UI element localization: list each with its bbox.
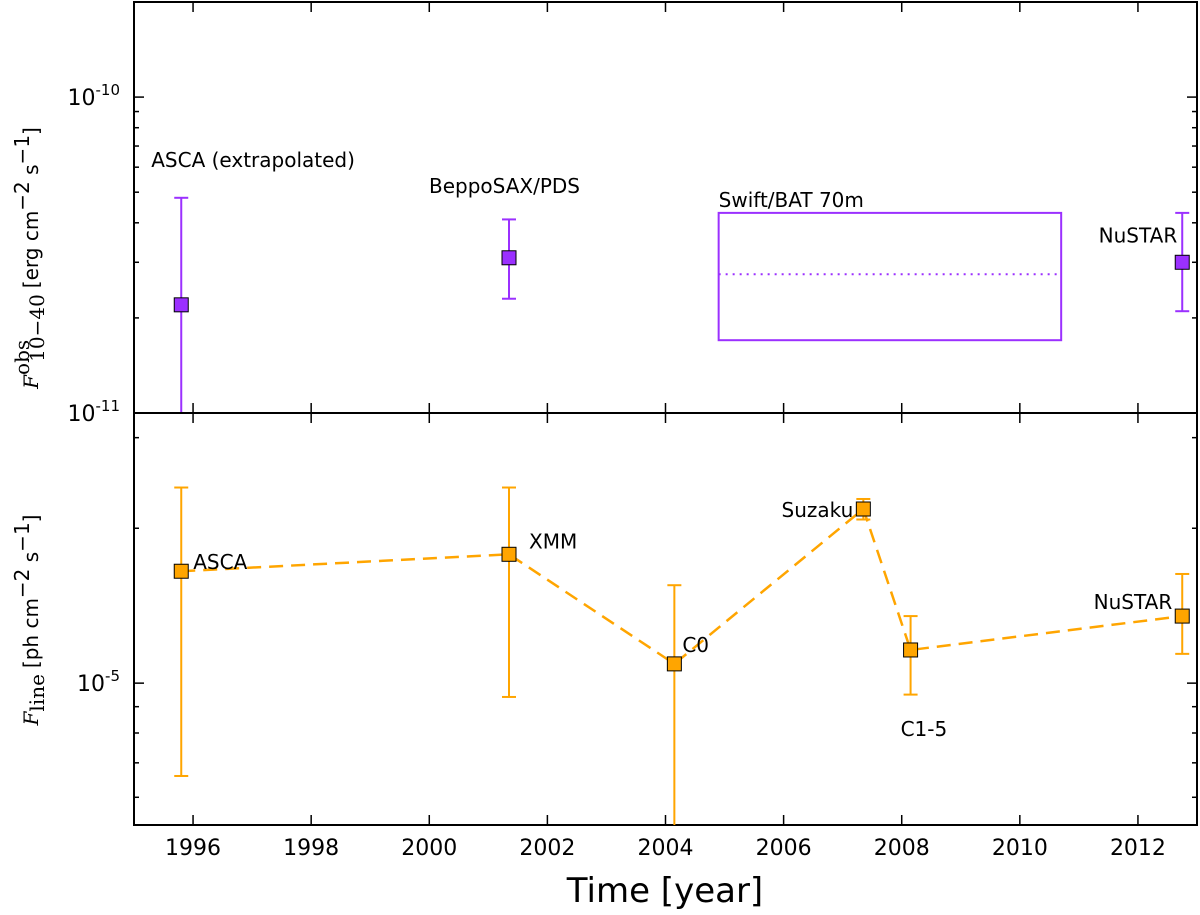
y-unit-bottom: [ph cm (19, 598, 43, 668)
y-sub-top: 10−40 (25, 294, 49, 362)
x-tick-label: 2000 (401, 836, 457, 861)
svg-text:Fline[ph cm−2 s−1]: Fline [ph cm−2 s−1] (10, 515, 49, 727)
y-unit-exp1-top: −2 (10, 181, 34, 210)
y-unit-exp2-top: −1 (10, 135, 34, 164)
y-tick-label-base: 10 (68, 86, 96, 111)
y-tick-label-exp: -5 (105, 667, 120, 685)
y-unit-mid-top: s (19, 164, 43, 181)
point-label: C1-5 (901, 717, 948, 741)
point-label: C0 (682, 633, 709, 657)
y-axis-title-top: Fobs10−40 [erg cm−2 s−1] (10, 127, 49, 390)
y-tick-label-bottom: 10-5 (77, 667, 120, 697)
bottom-panel: 10-5 ASCA XMM C0 Suzaku C1-5 NuSTAR (77, 412, 1198, 826)
x-tick-label: 2010 (992, 836, 1048, 861)
point-label: XMM (529, 529, 577, 553)
data-point-bottom (173, 563, 189, 579)
data-point-bottom (903, 642, 919, 658)
data-point-top (173, 297, 189, 313)
y-sub-bottom: line (25, 674, 49, 712)
data-point-bottom (855, 501, 871, 517)
y-tick-label-exp: -10 (96, 81, 121, 99)
y-unit-end-bottom: ] (19, 515, 43, 523)
data-point-bottom (1174, 608, 1190, 624)
data-point-bottom (501, 546, 517, 562)
y-sup-top: obs (10, 340, 34, 375)
swift-bat-label: Swift/BAT 70m (719, 188, 864, 212)
y-tick-label-base: 10 (68, 402, 96, 427)
y-unit-top: [erg cm (19, 211, 43, 289)
x-axis: 1996 1998 2000 2002 2004 2006 2008 2010 2012 (165, 836, 1166, 861)
y-tick-label-top: 10-11 (68, 397, 121, 427)
y-tick-label-exp: -11 (96, 397, 121, 415)
connecting-line (181, 506, 1183, 666)
point-label: ASCA (extrapolated) (151, 148, 355, 172)
data-point-bottom (666, 656, 682, 672)
y-axis-title-bottom: Fline [ph cm−2 s−1] (10, 515, 49, 727)
y-unit-exp1-bottom: −2 (10, 569, 34, 598)
point-label: ASCA (193, 550, 247, 574)
y-tick-label-top: 10-10 (68, 81, 121, 111)
x-tick-label: 2002 (519, 836, 575, 861)
x-tick-label: 1998 (283, 836, 339, 861)
svg-text:Fobs10−40[erg cm−2 s−1]: Fobs10−40 [erg cm−2 s−1] (10, 127, 49, 390)
y-tick-label-base: 10 (77, 672, 105, 697)
point-label: BeppoSAX/PDS (429, 174, 580, 198)
x-tick-label: 2008 (874, 836, 930, 861)
x-tick-label: 2004 (638, 836, 694, 861)
y-symbol-top: F (19, 374, 43, 390)
y-symbol-bottom: F (19, 710, 43, 726)
y-unit-end-top: ] (19, 127, 43, 135)
swift-bat-band (717, 211, 1063, 342)
y-unit-exp2-bottom: −1 (10, 522, 34, 551)
point-label: NuSTAR (1094, 590, 1173, 614)
x-tick-label: 1996 (165, 836, 221, 861)
plot-frame-top (133, 1, 1198, 414)
y-unit-mid-bottom: s (19, 552, 43, 569)
x-tick-label: 2006 (756, 836, 812, 861)
point-label: Suzaku (782, 498, 854, 522)
point-label: NuSTAR (1099, 223, 1178, 247)
x-tick-label: 2012 (1110, 836, 1166, 861)
data-point-top (1174, 254, 1190, 270)
x-axis-title: Time [year] (566, 871, 763, 911)
data-point-top (501, 250, 517, 266)
plot-frame-bottom (133, 412, 1198, 826)
